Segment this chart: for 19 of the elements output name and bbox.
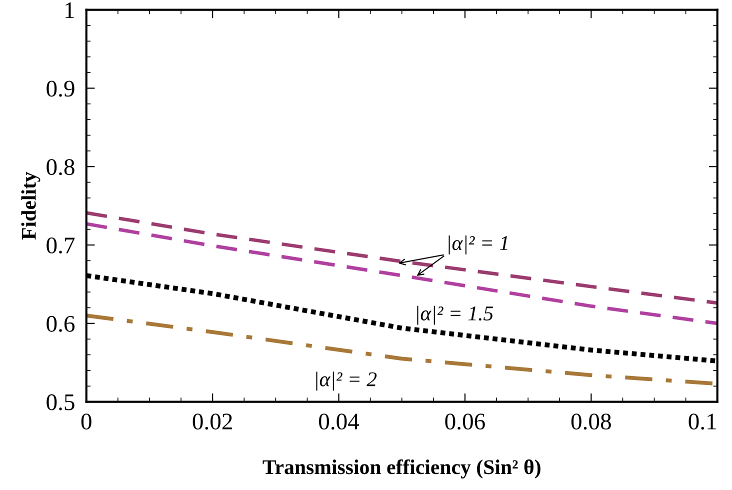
x-tick-label: 0	[81, 414, 92, 430]
y-tick-label: 0.5	[46, 394, 74, 410]
y-tick-label: 0.9	[46, 80, 74, 97]
x-axis-title: Transmission efficiency (Sin² θ)	[262, 459, 540, 478]
x-tick-label: 0.1	[688, 414, 716, 430]
annotation: |α|² = 2	[316, 372, 377, 391]
annotation: |α|² = 1	[448, 235, 508, 254]
x-tick-label: 0.06	[445, 414, 485, 430]
x-tick-label: 0.08	[571, 414, 611, 430]
y-axis-title: Fidelity	[21, 172, 40, 240]
y-tick-label: 0.6	[46, 316, 75, 332]
line-series	[86, 211, 718, 305]
x-tick-label: 0.04	[319, 414, 360, 430]
y-tick-label: 0.7	[46, 237, 75, 254]
y-tick-label: 0.8	[46, 159, 74, 176]
line-series	[86, 222, 718, 326]
annotation: |α|² = 1.5	[417, 306, 494, 325]
y-tick-label: 1	[66, 2, 74, 18]
x-tick-label: 0.02	[192, 414, 232, 430]
